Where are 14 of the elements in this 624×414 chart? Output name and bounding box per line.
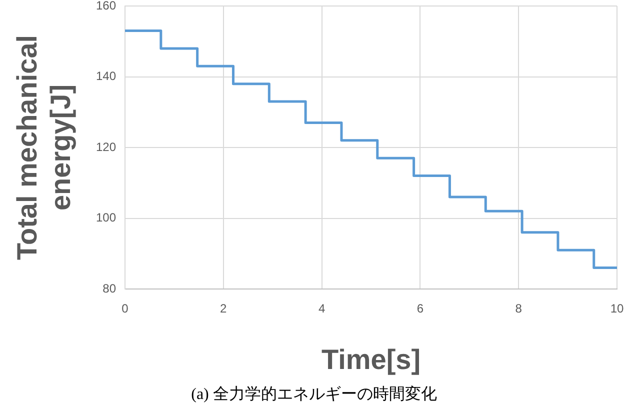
x-tick-label: 10	[610, 302, 624, 316]
x-tick-label: 8	[515, 302, 522, 316]
y-tick-label: 120	[96, 140, 116, 154]
x-tick-label: 4	[318, 302, 326, 316]
y-tick-label: 100	[96, 210, 116, 225]
y-tick-label: 160	[96, 0, 116, 12]
x-axis-title: Time[s]	[321, 344, 421, 375]
x-tick-label: 0	[122, 302, 129, 316]
y-tick-label: 80	[102, 281, 116, 296]
text: (a) 全力学的エネルギーの時間変化	[190, 384, 438, 405]
y-tick-label: 140	[96, 69, 116, 84]
y-axis-title: Total mechanical energy[J]	[12, 34, 76, 260]
x-tick-label: 6	[416, 302, 424, 316]
x-tick-label: 2	[220, 302, 228, 316]
